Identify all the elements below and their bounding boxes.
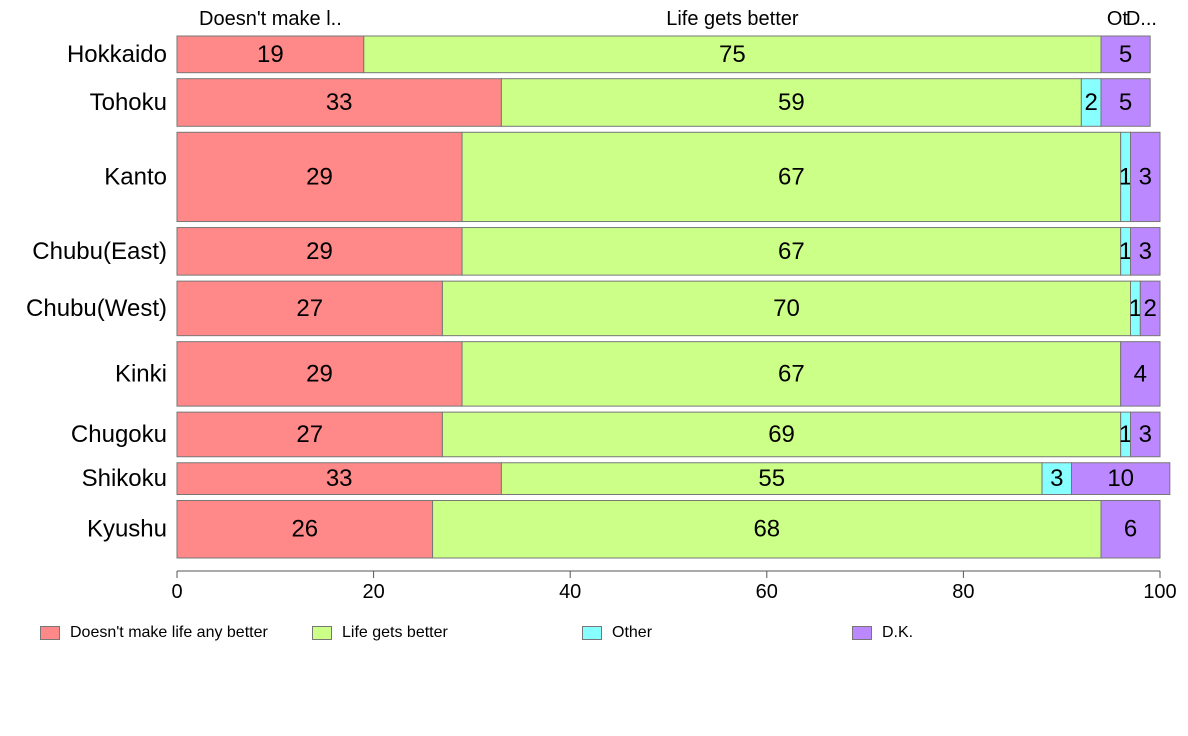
bar-segment	[176, 341, 463, 407]
data-label: 59	[778, 89, 805, 116]
bar-segment	[1100, 78, 1151, 127]
x-tick-label: 100	[1143, 581, 1176, 603]
bar-segment	[176, 227, 463, 276]
bar-segment	[363, 35, 1102, 74]
data-label: 5	[1119, 41, 1132, 68]
data-label: 67	[778, 163, 805, 190]
data-label: 2	[1085, 89, 1098, 116]
data-label: 75	[719, 41, 746, 68]
chart-legend: Doesn't make life any better Life gets be…	[0, 624, 1188, 648]
bar-segment	[461, 227, 1122, 276]
data-label: 55	[758, 465, 785, 492]
bar-segment	[176, 131, 463, 223]
bar-segment	[1100, 35, 1151, 74]
bar-segment	[461, 341, 1122, 407]
category-label: Chubu(East)	[32, 238, 167, 265]
legend-item: D.K.	[852, 624, 913, 642]
bar-segment	[176, 78, 502, 127]
legend-item: Life gets better	[312, 624, 448, 642]
bar-segment	[1139, 280, 1161, 337]
category-label: Kanto	[104, 163, 167, 190]
x-tick-label: 60	[756, 581, 778, 603]
data-label: 29	[306, 238, 333, 265]
bar-segment	[176, 35, 365, 74]
data-label: 29	[306, 360, 333, 387]
data-label: 33	[326, 465, 353, 492]
data-label: 6	[1124, 516, 1137, 543]
x-tick-label: 80	[952, 581, 974, 603]
x-tick-label: 40	[559, 581, 581, 603]
data-label: 26	[291, 516, 318, 543]
data-label: 67	[778, 360, 805, 387]
data-label: 4	[1134, 360, 1147, 387]
bar-segment	[1041, 462, 1073, 495]
data-label: 3	[1139, 421, 1152, 448]
category-label: Shikoku	[82, 465, 167, 492]
x-tick-label: 20	[362, 581, 384, 603]
column-header: Ot	[1107, 8, 1129, 30]
column-header: Life gets better	[666, 8, 799, 30]
bar-segment	[1130, 131, 1161, 223]
category-label: Kinki	[115, 360, 167, 387]
legend-label: Other	[612, 624, 653, 641]
data-label: 1	[1119, 163, 1132, 190]
bar-segment	[1120, 341, 1161, 407]
bar-segment	[176, 280, 443, 337]
category-label: Hokkaido	[67, 41, 167, 68]
bar-segment	[432, 499, 1102, 559]
bar-segment	[500, 78, 1082, 127]
bar-segment	[1100, 499, 1161, 559]
category-label: Chugoku	[71, 421, 167, 448]
bar-segment	[1071, 462, 1171, 495]
category-label: Tohoku	[90, 89, 167, 116]
data-label: 3	[1050, 465, 1063, 492]
bar-segment	[1130, 227, 1161, 276]
legend-item: Other	[582, 624, 652, 642]
legend-swatch	[582, 626, 602, 640]
column-header: D...	[1126, 8, 1157, 30]
data-label: 27	[296, 295, 323, 322]
data-label: 68	[753, 516, 780, 543]
bar-segment	[441, 411, 1122, 458]
legend-label: Doesn't make life any better	[70, 624, 268, 641]
bar-segment	[461, 131, 1122, 223]
legend-item: Doesn't make life any better	[40, 624, 268, 642]
data-label: 67	[778, 238, 805, 265]
column-header: Doesn't make l..	[199, 8, 342, 30]
category-label: Chubu(West)	[26, 295, 167, 322]
x-tick-label: 0	[171, 581, 182, 603]
data-label: 19	[257, 41, 284, 68]
category-label: Kyushu	[87, 516, 167, 543]
data-label: 69	[768, 421, 795, 448]
data-label: 1	[1129, 295, 1142, 322]
bar-segment	[1130, 411, 1161, 458]
legend-label: Life gets better	[342, 624, 448, 641]
data-label: 29	[306, 163, 333, 190]
data-label: 1	[1119, 238, 1132, 265]
legend-label: D.K.	[882, 624, 914, 641]
bar-segment	[441, 280, 1132, 337]
bar-segment	[500, 462, 1043, 495]
legend-swatch	[312, 626, 332, 640]
data-label: 2	[1143, 295, 1156, 322]
data-label: 3	[1139, 163, 1152, 190]
data-label: 3	[1139, 238, 1152, 265]
legend-swatch	[852, 626, 872, 640]
data-label: 10	[1107, 465, 1134, 492]
bar-segment	[176, 411, 443, 458]
legend-swatch	[40, 626, 60, 640]
data-label: 27	[296, 421, 323, 448]
data-label: 5	[1119, 89, 1132, 116]
data-label: 1	[1119, 421, 1132, 448]
data-label: 70	[773, 295, 800, 322]
data-label: 33	[326, 89, 353, 116]
